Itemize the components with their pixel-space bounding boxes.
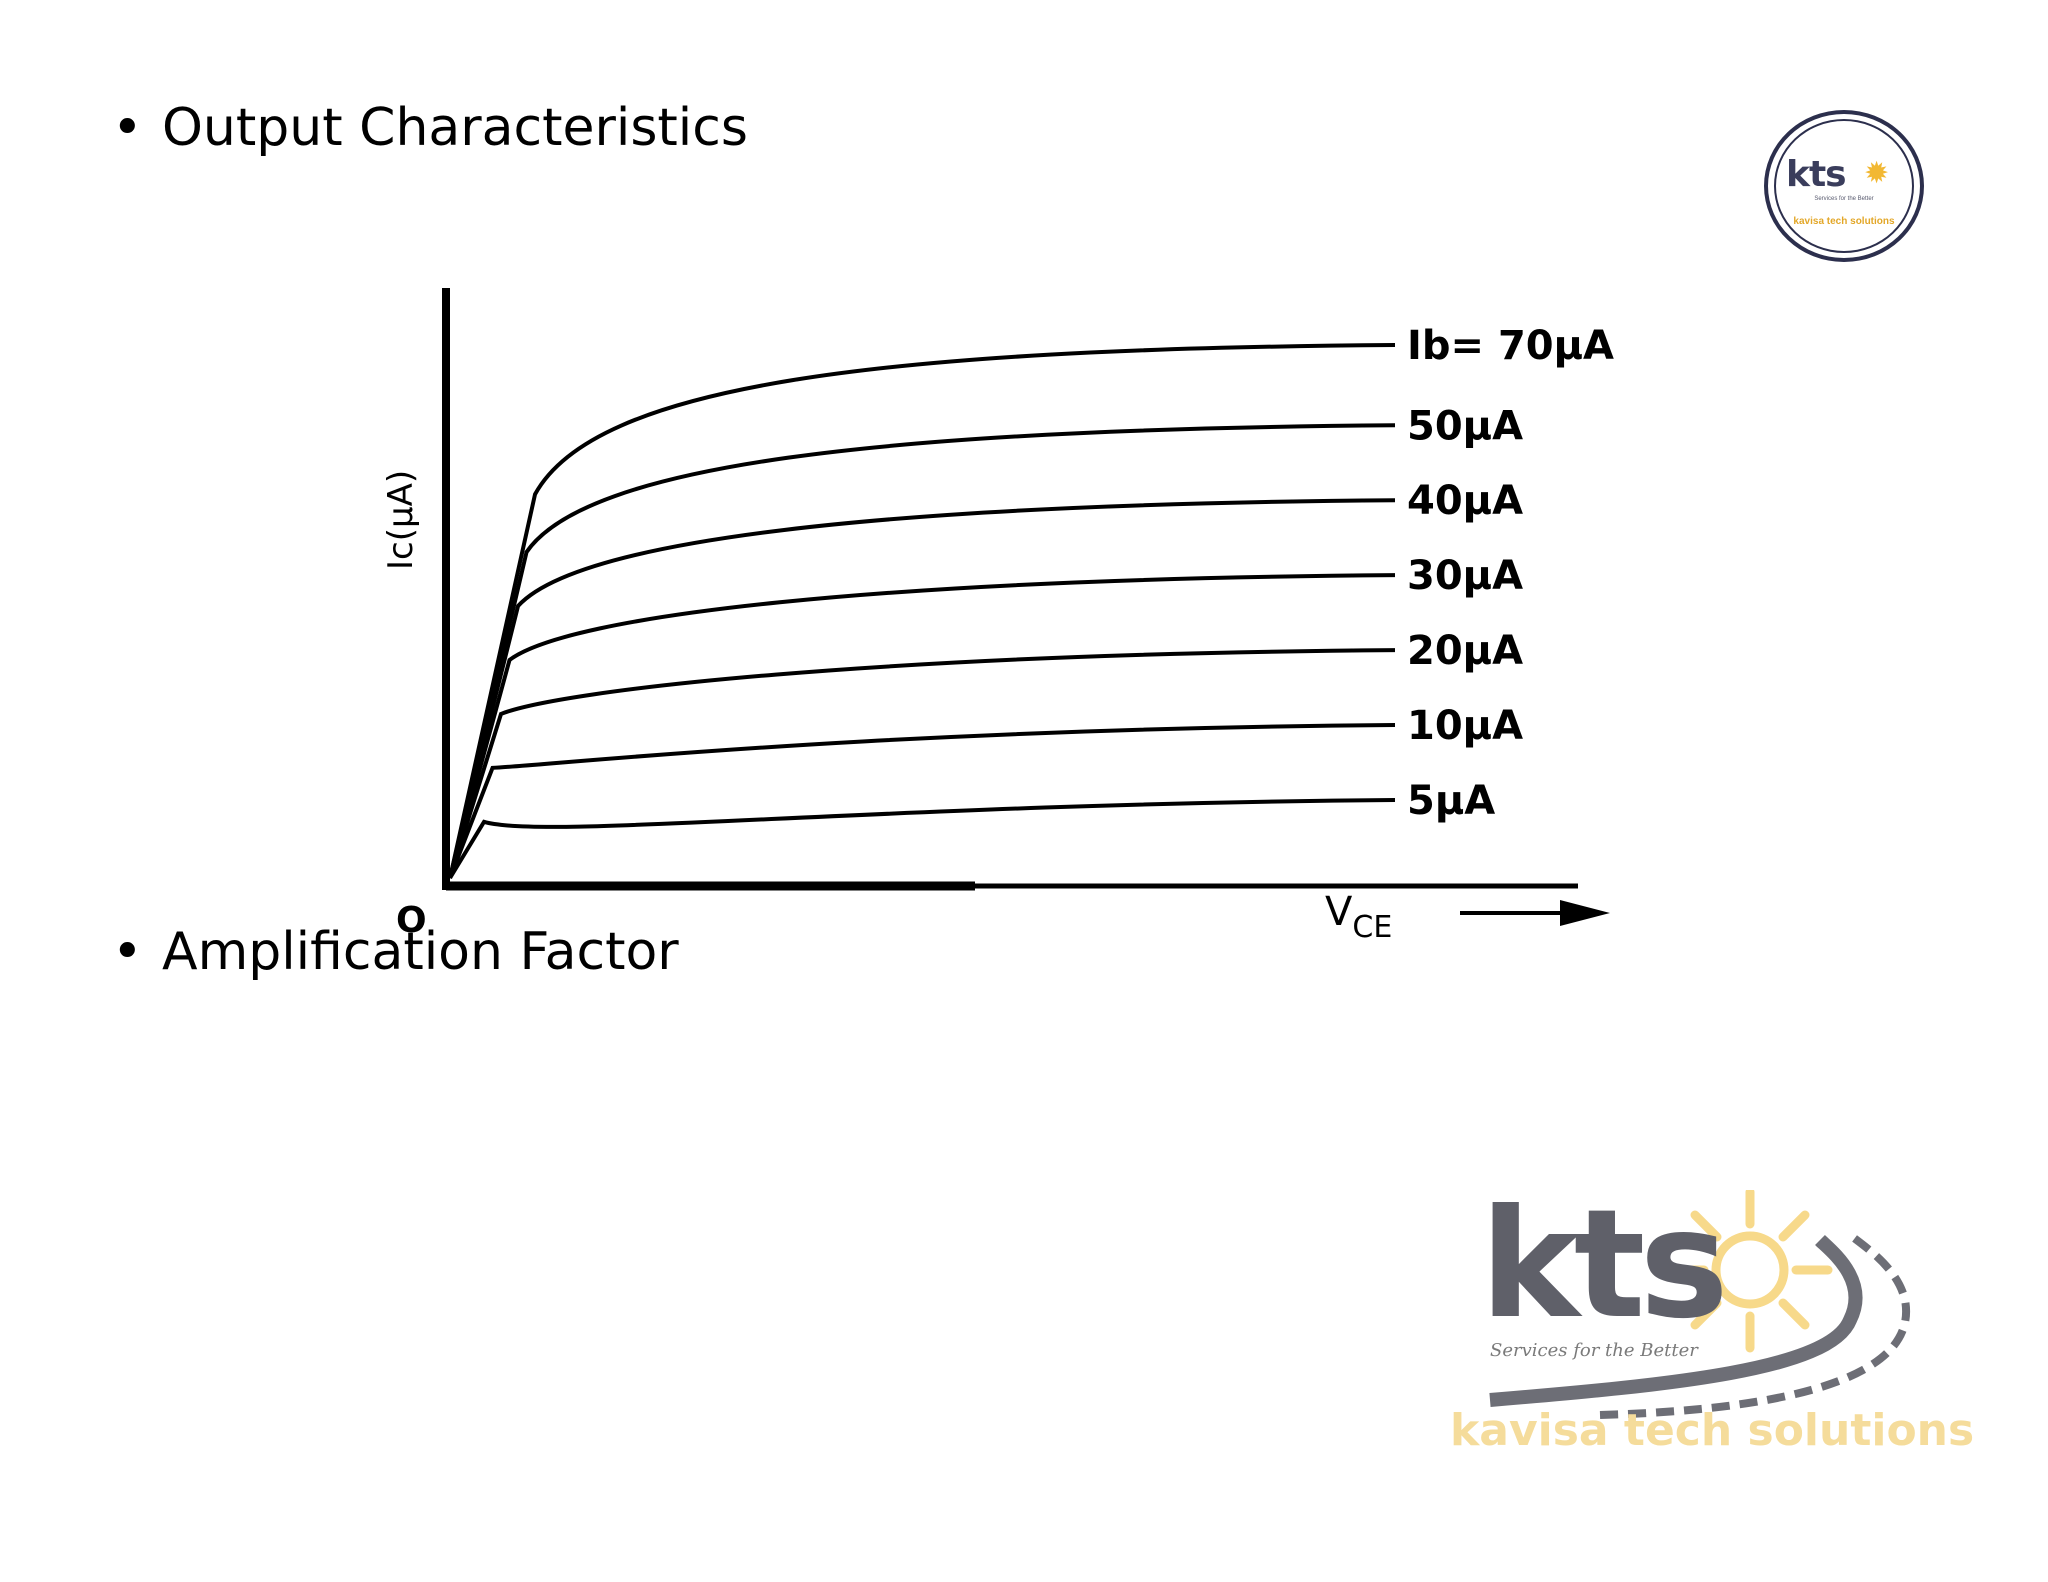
label-group: Ib= 70μA 50μA 40μA 30μA 20μA 10μA 5μA	[1407, 323, 1614, 824]
x-arrow-head	[1560, 900, 1610, 926]
x-axis-label-sub: CE	[1352, 910, 1392, 945]
curve-group	[448, 343, 1396, 880]
characteristic-curve-4	[448, 573, 1396, 879]
output-characteristics-diagram: Ib= 70μA 50μA 40μA 30μA 20μA 10μA 5μA Ic(μA) O…	[381, 288, 1614, 945]
characteristic-curve-7	[448, 798, 1396, 880]
bullet-output-characteristics: • Output Characteristics	[112, 98, 748, 158]
logo-word: kts	[1480, 1178, 1729, 1352]
bullet-glyph: •	[112, 922, 143, 982]
kts-logo-small: kts ✹ Services for the Better kavisa tec…	[1764, 110, 1934, 270]
logo-tagline: Services for the Better	[1490, 1340, 1698, 1361]
logo-company: kavisa tech solutions	[1450, 1405, 1975, 1456]
curve-label-3: 40μA	[1407, 478, 1523, 524]
logo-word: kts	[1786, 154, 1847, 195]
curve-label-5: 20μA	[1407, 628, 1523, 674]
sun-icon	[1667, 1190, 1833, 1353]
logo-inner-ring	[1774, 119, 1914, 253]
bullet-glyph: •	[112, 98, 143, 158]
x-axis-label-main: V	[1325, 889, 1353, 935]
curve-label-1: Ib= 70μA	[1407, 323, 1614, 369]
logo-company: kavisa tech solutions	[1793, 216, 1895, 227]
bullet-amplification-factor: • Amplification Factor	[112, 922, 679, 982]
logo-large-graphics	[1489, 1190, 1911, 1419]
origin-label: O	[396, 900, 427, 941]
bullet-text: Output Characteristics	[162, 98, 748, 158]
sun-icon: ✹	[1864, 157, 1890, 190]
road-swoosh-outer	[1599, 1231, 1911, 1419]
characteristic-curve-6	[448, 723, 1396, 879]
bullet-text: Amplification Factor	[162, 922, 679, 982]
curve-label-4: 30μA	[1407, 553, 1523, 599]
curve-label-6: 10μA	[1407, 703, 1523, 749]
characteristic-curve-1	[448, 343, 1396, 879]
characteristic-curve-3	[448, 498, 1396, 879]
curve-label-7: 5μA	[1407, 778, 1495, 824]
kts-logo-large: kts Services for the Better kavisa tech …	[1450, 1178, 1974, 1470]
curve-label-2: 50μA	[1407, 403, 1523, 449]
x-axis-label: VCE	[1325, 889, 1392, 945]
characteristic-curve-5	[448, 648, 1396, 879]
y-axis-label: Ic(μA)	[381, 470, 421, 570]
logo-tagline: Services for the Better	[1814, 196, 1874, 202]
characteristic-curve-2	[448, 423, 1396, 879]
logo-ring	[1764, 110, 1924, 262]
road-swoosh	[1489, 1234, 1863, 1407]
